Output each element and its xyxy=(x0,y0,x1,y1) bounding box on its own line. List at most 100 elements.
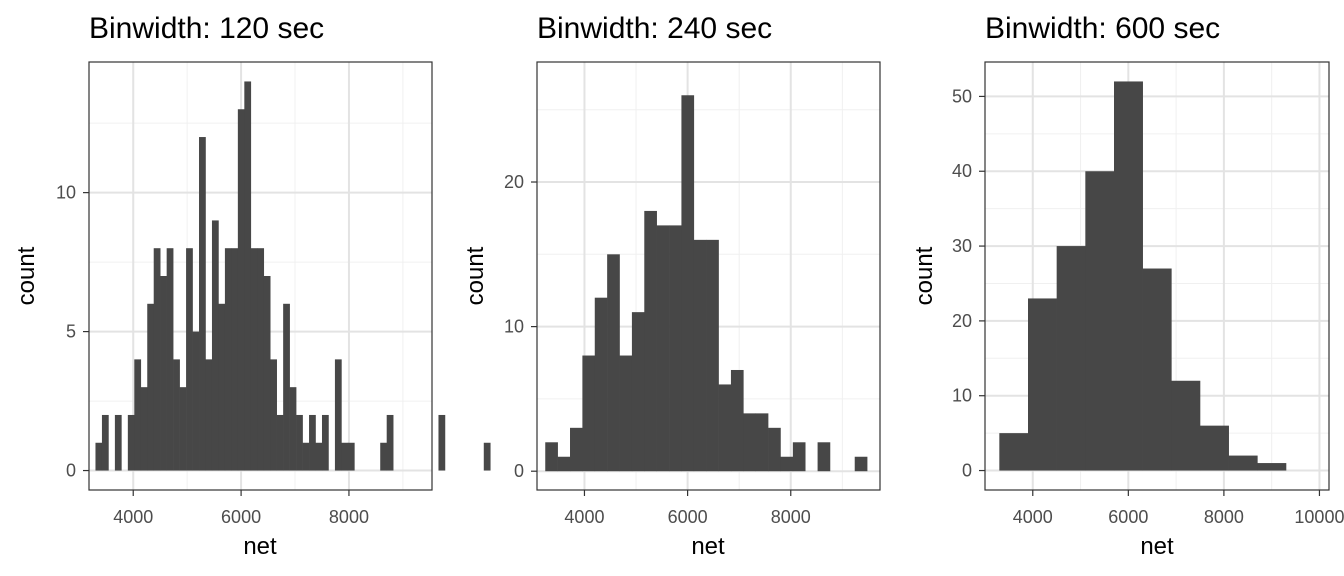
y-tick-label: 40 xyxy=(952,161,972,181)
histogram-bar xyxy=(386,414,394,471)
histogram-bar xyxy=(309,414,316,471)
histogram-bar xyxy=(1200,425,1229,471)
histogram-bar xyxy=(854,456,868,472)
x-tick-label: 4000 xyxy=(1013,507,1053,527)
x-axis: 4000 6000 8000 xyxy=(564,490,811,527)
histogram-bar xyxy=(693,239,707,472)
histogram-bar xyxy=(263,276,271,471)
y-axis: 0 10 20 30 40 50 xyxy=(952,86,985,481)
histogram-bar xyxy=(1114,81,1143,471)
y-tick-label: 20 xyxy=(952,311,972,331)
histogram-bar xyxy=(95,442,103,471)
histogram-bar xyxy=(179,387,187,471)
histogram-bar xyxy=(718,384,732,472)
y-tick-label: 50 xyxy=(952,86,972,106)
histogram-bar xyxy=(347,442,355,471)
histogram-bar xyxy=(334,359,342,471)
histogram-bar xyxy=(140,387,148,471)
histogram-bar xyxy=(380,442,387,471)
histogram-bar xyxy=(321,414,329,471)
histogram-bar xyxy=(302,442,310,471)
x-tick-label: 8000 xyxy=(1204,507,1244,527)
x-tick-label: 6000 xyxy=(668,507,708,527)
histogram-bar xyxy=(257,248,265,471)
histogram-bar xyxy=(296,414,303,471)
histogram-bar xyxy=(706,239,719,472)
histogram-bar xyxy=(147,303,155,471)
panel-binwidth-240: Binwidth: 240 sec net count 4000 6000 8000… xyxy=(462,12,881,560)
plot-border xyxy=(88,61,433,491)
histogram-bar xyxy=(237,109,245,471)
y-tick-label: 10 xyxy=(56,183,76,203)
x-axis-title: net xyxy=(243,533,277,560)
y-tick-label: 0 xyxy=(514,461,524,481)
x-axis-title: net xyxy=(1140,533,1174,560)
histogram-bar xyxy=(166,248,174,471)
histogram-bar xyxy=(341,442,349,471)
histogram-bar xyxy=(631,312,645,472)
histogram-bar xyxy=(270,359,277,471)
histogram-bar xyxy=(289,387,297,471)
histogram-bar xyxy=(1142,268,1172,471)
histogram-bar xyxy=(755,413,769,472)
histogram-bar xyxy=(231,248,239,471)
histogram-bar xyxy=(743,413,756,472)
histogram-bar xyxy=(1228,455,1258,471)
histogram-bar xyxy=(127,414,135,471)
y-tick-label: 10 xyxy=(504,317,524,337)
histogram-bar xyxy=(619,355,633,472)
histogram-bar xyxy=(545,442,558,472)
histogram-bar xyxy=(134,359,142,471)
y-axis: 0 5 10 xyxy=(56,183,89,481)
plot-border xyxy=(984,61,1330,491)
chart-title: Binwidth: 120 sec xyxy=(89,12,324,45)
x-tick-label: 6000 xyxy=(1108,507,1148,527)
y-tick-label: 5 xyxy=(66,322,76,342)
histogram-bar xyxy=(607,254,620,472)
y-axis-title: count xyxy=(462,246,489,305)
histogram-bar xyxy=(1056,246,1086,471)
histogram-bar xyxy=(218,303,226,471)
y-tick-label: 20 xyxy=(504,172,524,192)
y-axis: 0 10 20 xyxy=(504,172,537,481)
panel-binwidth-120: Binwidth: 120 sec net count 4000 6000 8000… xyxy=(13,12,491,560)
histogram-bar xyxy=(1171,380,1201,471)
x-tick-label: 10000 xyxy=(1294,507,1344,527)
histogram-bar xyxy=(1085,171,1115,471)
histogram-bar xyxy=(557,456,571,472)
histogram-bar xyxy=(1028,298,1057,471)
histogram-bar xyxy=(594,297,608,472)
x-tick-label: 4000 xyxy=(564,507,604,527)
chart-title: Binwidth: 600 sec xyxy=(985,12,1220,45)
histogram-bar xyxy=(101,414,109,471)
y-axis-title: count xyxy=(911,246,938,305)
histogram-bar xyxy=(244,81,252,471)
histogram-bar xyxy=(570,427,583,472)
histogram-bar xyxy=(438,414,446,471)
histogram-bar xyxy=(669,225,682,472)
histogram-bar xyxy=(792,442,806,472)
histogram-bar xyxy=(153,248,161,471)
x-tick-label: 8000 xyxy=(329,507,369,527)
histogram-bar xyxy=(768,427,781,472)
histogram-bar xyxy=(199,137,206,471)
x-tick-label: 4000 xyxy=(113,507,153,527)
histogram-bar xyxy=(160,276,167,471)
y-tick-label: 30 xyxy=(952,236,972,256)
histogram-bar xyxy=(780,456,794,472)
histogram-bar xyxy=(224,248,232,471)
histogram-bar xyxy=(250,248,258,471)
histogram-bar xyxy=(730,369,744,472)
histogram-bar xyxy=(817,442,831,472)
panel-binwidth-600: Binwidth: 600 sec net count 4000 6000 8000… xyxy=(911,12,1344,560)
histogram-bar xyxy=(186,248,193,471)
histogram-bar xyxy=(644,210,657,472)
plot-border xyxy=(536,61,881,491)
bars xyxy=(545,95,868,472)
x-tick-label: 8000 xyxy=(771,507,811,527)
histogram-bar xyxy=(681,95,695,472)
y-axis-title: count xyxy=(13,246,40,305)
histogram-bar xyxy=(192,331,200,471)
bars xyxy=(95,81,491,471)
